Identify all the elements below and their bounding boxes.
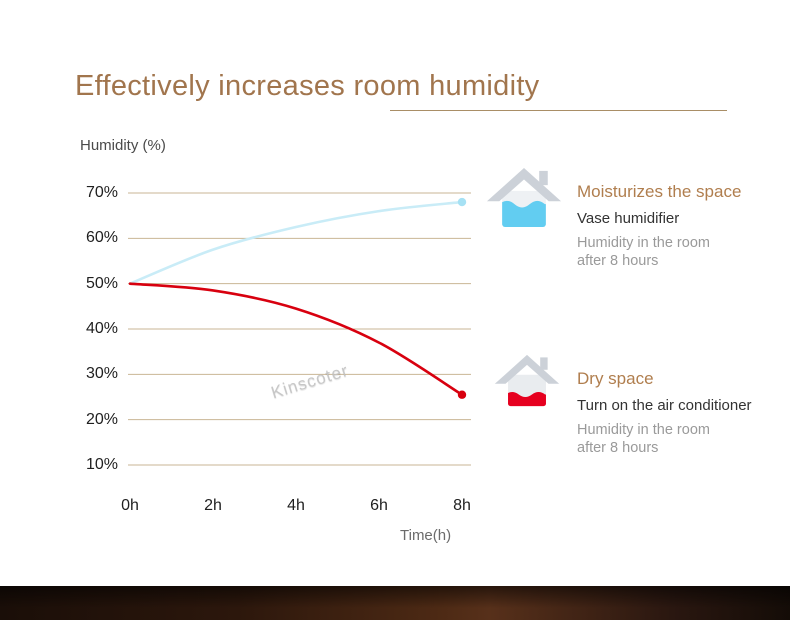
series-endpoint-0 — [457, 197, 467, 207]
title-underline — [390, 110, 727, 111]
legend-dry-subtitle: Turn on the air conditioner — [577, 397, 752, 414]
series-line-0 — [128, 200, 464, 285]
x-tick-4h: 4h — [287, 497, 305, 514]
y-tick-50: 50% — [85, 275, 118, 292]
dry-house-icon — [494, 354, 560, 407]
humid-house-icon — [486, 168, 562, 227]
x-axis-label: Time(h) — [400, 527, 452, 544]
legend-dry: Dry space Turn on the air conditioner Hu… — [577, 369, 790, 457]
x-tick-2h: 2h — [204, 497, 222, 514]
y-tick-30: 30% — [85, 365, 118, 382]
y-tick-10: 10% — [85, 456, 118, 473]
y-axis-label: Humidity (%) — [80, 137, 166, 154]
legend-moist-title: Moisturizes the space — [577, 182, 742, 201]
y-tick-70: 70% — [85, 184, 118, 201]
y-tick-60: 60% — [85, 229, 118, 246]
legend-dry-title: Dry space — [577, 369, 654, 388]
legend-moist-subtitle: Vase humidifier — [577, 210, 680, 227]
legend-dry-desc-line2: after 8 hours — [577, 440, 659, 457]
chart-watermark: Kinscoter — [268, 360, 351, 403]
legend-moist-desc-line2: after 8 hours — [577, 253, 659, 270]
x-tick-6h: 6h — [370, 497, 388, 514]
legend-dry-desc-line1: Humidity in the room — [577, 422, 710, 438]
legend-moisturizes: Moisturizes the space Vase humidifier Hu… — [577, 182, 790, 270]
y-tick-20: 20% — [85, 411, 118, 428]
x-tick-0h: 0h — [121, 497, 139, 514]
x-tick-8h: 8h — [453, 497, 471, 514]
series-endpoint-1 — [457, 390, 467, 399]
page-title: Effectively increases room humidity — [75, 70, 540, 102]
y-tick-40: 40% — [85, 320, 118, 337]
legend-moist-desc-line1: Humidity in the room — [577, 235, 710, 251]
table-surface-strip — [0, 586, 790, 620]
